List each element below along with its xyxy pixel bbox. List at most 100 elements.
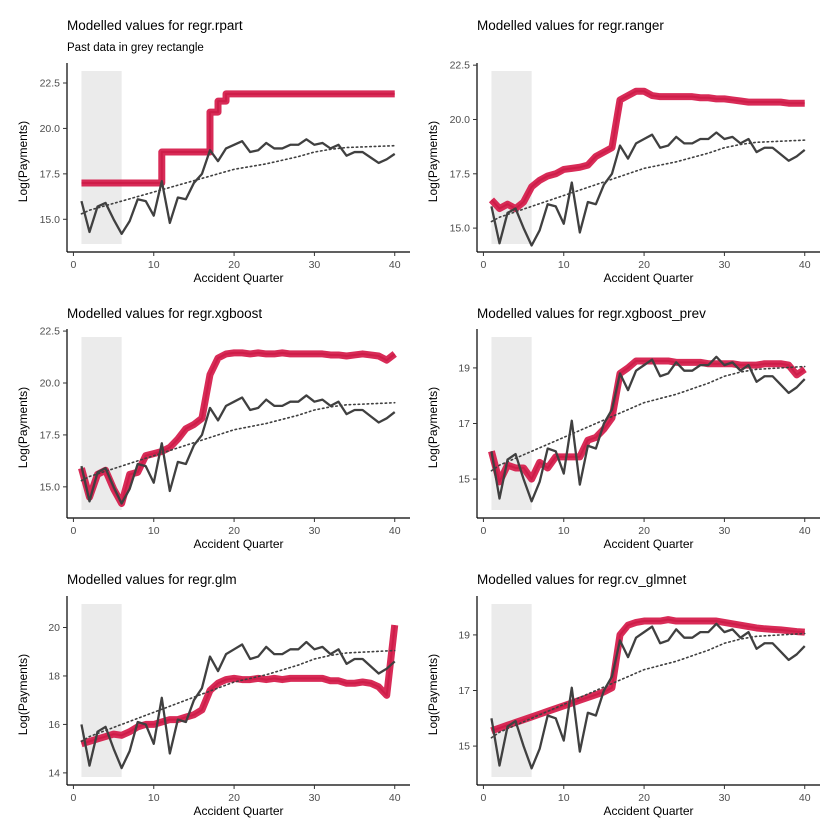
x-tick-label: 30: [309, 792, 321, 804]
y-tick-label: 15: [458, 474, 470, 486]
trend-line: [490, 139, 806, 223]
x-axis-label: Accident Quarter: [603, 537, 693, 551]
y-tick-label: 15.0: [40, 481, 61, 493]
past-data-rect: [491, 71, 532, 244]
panel-5: Modelled values for regr.glm 0 10 20 30 40 14 1…: [16, 572, 410, 818]
x-tick-label: 0: [71, 792, 77, 804]
y-tick-label: 15.0: [450, 223, 471, 235]
y-tick-label: 20.0: [450, 114, 471, 126]
model-series-line: [488, 87, 805, 213]
x-tick-label: 30: [719, 525, 731, 537]
x-tick-label: 30: [309, 525, 321, 537]
y-tick-label: 22.5: [450, 60, 471, 72]
x-tick-label: 20: [638, 259, 650, 271]
y-axis-label: Log(Payments): [426, 121, 440, 202]
x-tick-label: 30: [719, 259, 731, 271]
x-axis-label: Accident Quarter: [193, 271, 283, 285]
x-tick-label: 20: [638, 525, 650, 537]
model-series-core: [491, 618, 805, 732]
y-tick-label: 22.5: [40, 326, 61, 338]
x-tick-label: 0: [71, 525, 77, 537]
y-tick-label: 20.0: [40, 123, 61, 135]
model-series-core: [81, 92, 395, 184]
x-axis-label: Accident Quarter: [193, 537, 283, 551]
y-tick-label: 17: [458, 418, 470, 430]
actual-series-line: [490, 355, 806, 503]
x-tick-label: 10: [558, 792, 570, 804]
trend-line: [80, 144, 396, 215]
y-axis-label: Log(Payments): [16, 121, 30, 202]
y-tick-label: 17.5: [40, 429, 61, 441]
x-tick-label: 40: [799, 259, 811, 271]
panel-6: Modelled values for regr.cv_glmnet 0 10 20 3…: [426, 572, 820, 818]
model-series-core: [490, 90, 805, 210]
y-axis-label: Log(Payments): [426, 387, 440, 468]
x-tick-label: 10: [148, 259, 160, 271]
x-tick-label: 20: [228, 259, 240, 271]
y-tick-label: 17.5: [40, 168, 61, 180]
past-data-rect: [81, 71, 122, 244]
y-tick-label: 19: [458, 362, 470, 374]
y-tick-label: 19: [458, 629, 470, 641]
x-axis-label: Accident Quarter: [193, 804, 283, 818]
y-tick-label: 15: [458, 741, 470, 753]
y-axis-label: Log(Payments): [426, 654, 440, 735]
panel-2: Modelled values for regr.ranger 0 10 20 30 40…: [426, 18, 820, 285]
x-tick-label: 40: [389, 525, 401, 537]
y-tick-label: 17: [458, 685, 470, 697]
panel-1: Modelled values for regr.rpart Past data …: [16, 18, 410, 285]
x-tick-label: 10: [148, 792, 160, 804]
x-tick-label: 20: [638, 792, 650, 804]
x-axis-label: Accident Quarter: [603, 271, 693, 285]
x-tick-label: 40: [799, 792, 811, 804]
model-series-line: [80, 624, 399, 748]
x-tick-label: 0: [481, 525, 487, 537]
panel-subtitle: Past data in grey rectangle: [67, 42, 204, 54]
trend-line: [490, 365, 806, 472]
y-axis-label: Log(Payments): [16, 654, 30, 735]
x-tick-label: 40: [799, 525, 811, 537]
past-data-rect: [81, 604, 122, 777]
actual-series-line: [80, 394, 396, 505]
x-tick-label: 10: [148, 525, 160, 537]
panel-title: Modelled values for regr.xgboost_prev: [477, 306, 706, 321]
model-series-line: [81, 90, 395, 187]
x-tick-label: 20: [228, 525, 240, 537]
y-tick-label: 17.5: [450, 168, 471, 180]
x-tick-label: 20: [228, 792, 240, 804]
x-tick-label: 30: [719, 792, 731, 804]
panel-title: Modelled values for regr.glm: [67, 572, 237, 587]
y-tick-label: 22.5: [40, 77, 61, 89]
y-axis-label: Log(Payments): [16, 387, 30, 468]
actual-series-line: [80, 640, 396, 770]
panel-title: Modelled values for regr.xgboost: [67, 306, 262, 321]
x-tick-label: 0: [71, 259, 77, 271]
actual-series-line: [80, 138, 396, 235]
model-series-core: [81, 624, 396, 745]
x-tick-label: 30: [309, 259, 321, 271]
y-tick-label: 14: [48, 767, 60, 779]
x-tick-label: 40: [389, 792, 401, 804]
y-tick-label: 15.0: [40, 214, 61, 226]
y-tick-label: 16: [48, 719, 60, 731]
x-tick-label: 0: [481, 259, 487, 271]
trend-line: [80, 649, 396, 743]
panel-title: Modelled values for regr.ranger: [477, 18, 664, 33]
panel-4: Modelled values for regr.xgboost_prev 0 10…: [426, 306, 820, 551]
panel-3: Modelled values for regr.xgboost 0 10 20 30 4…: [16, 306, 410, 551]
x-axis-label: Accident Quarter: [603, 804, 693, 818]
x-tick-label: 0: [481, 792, 487, 804]
actual-series-line: [490, 622, 806, 770]
x-tick-label: 10: [558, 259, 570, 271]
y-tick-label: 20: [48, 622, 60, 634]
actual-series-line: [490, 131, 806, 247]
trend-line: [80, 401, 396, 482]
panel-title: Modelled values for regr.cv_glmnet: [477, 572, 687, 587]
panel-title: Modelled values for regr.rpart: [67, 18, 243, 33]
model-series-core: [490, 359, 806, 483]
model-series-core: [80, 351, 396, 505]
y-tick-label: 20.0: [40, 378, 61, 390]
trend-line: [490, 632, 806, 739]
x-tick-label: 10: [558, 525, 570, 537]
